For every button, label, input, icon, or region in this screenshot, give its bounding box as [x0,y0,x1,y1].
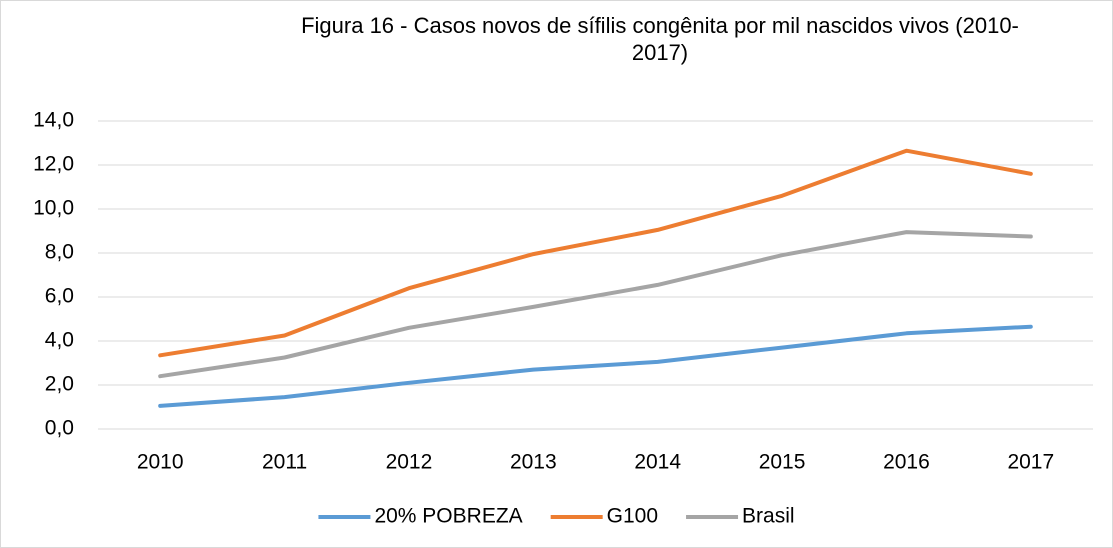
series-line [158,148,1033,358]
y-tick-label: 0,0 [45,417,74,440]
x-tick-label: 2012 [386,451,433,474]
x-tick-label: 2010 [137,451,184,474]
series-line [158,324,1033,408]
y-tick-label: 14,0 [33,109,74,132]
x-tick-label: 2015 [759,451,806,474]
series-line [158,230,1033,379]
legend-label: Brasil [742,505,795,528]
y-tick-label: 6,0 [45,285,74,308]
y-tick-label: 8,0 [45,241,74,264]
y-tick-label: 12,0 [33,153,74,176]
x-tick-label: 2011 [262,451,307,474]
chart-title: Figura 16 - Casos novos de sífilis congê… [301,13,1019,65]
legend-label: 20% POBREZA [374,505,522,528]
x-tick-label: 2017 [1007,451,1054,474]
y-tick-label: 4,0 [45,329,74,352]
y-tick-label: 2,0 [45,373,74,396]
x-tick-label: 2016 [883,451,930,474]
y-tick-label: 10,0 [33,197,74,220]
x-tick-label: 2013 [510,451,557,474]
legend-label: G100 [607,505,658,528]
x-tick-label: 2014 [634,451,681,474]
